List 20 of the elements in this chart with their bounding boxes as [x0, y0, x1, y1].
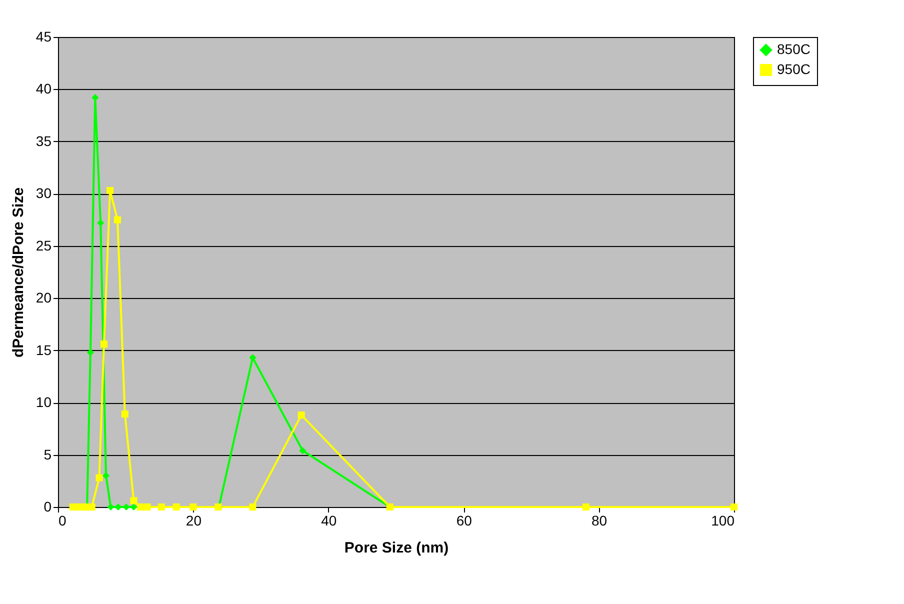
y-tick-label: 15 — [36, 342, 52, 358]
y-tick-label: 25 — [36, 237, 52, 254]
y-tick-label: 0 — [44, 498, 52, 514]
legend-label: 950C — [777, 61, 810, 77]
legend-label: 850C — [777, 41, 810, 57]
x-tick-label: 80 — [592, 512, 608, 528]
y-axis-title: dPermeance/dPore Size — [10, 187, 27, 358]
y-tick-label: 10 — [36, 394, 52, 410]
y-tick-label: 5 — [44, 446, 52, 462]
y-tick-label: 30 — [36, 185, 52, 202]
x-axis-title: Pore Size (nm) — [344, 540, 449, 556]
x-tick-label: 40 — [321, 512, 337, 528]
x-tick-label: 100 — [711, 512, 735, 528]
y-tick-label: 20 — [36, 290, 52, 306]
x-tick-label: 0 — [58, 512, 66, 528]
y-tick-label: 35 — [36, 132, 52, 149]
x-tick-label: 20 — [186, 512, 202, 528]
y-tick-label: 45 — [36, 28, 52, 44]
x-tick-label: 60 — [456, 512, 472, 528]
y-tick-label: 40 — [36, 80, 52, 97]
